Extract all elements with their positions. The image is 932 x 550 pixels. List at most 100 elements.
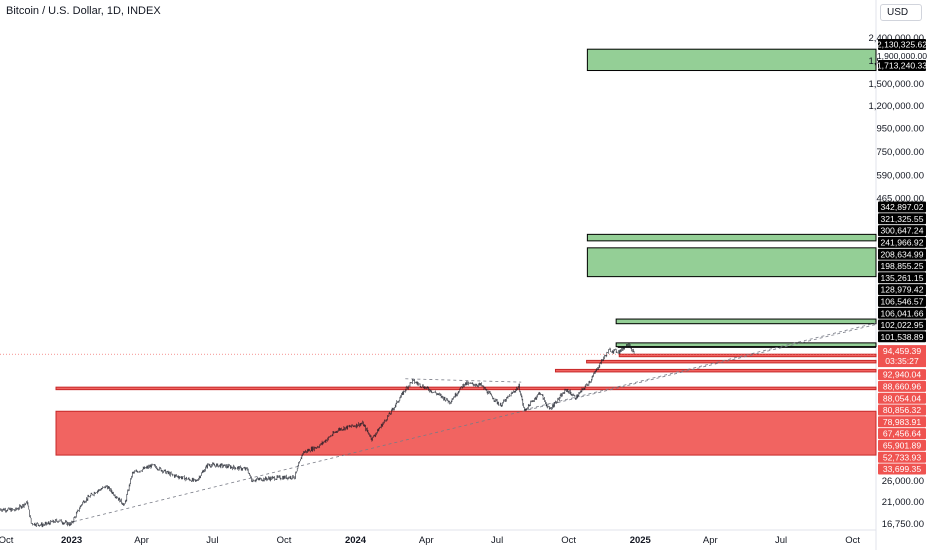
price-label-black-text: 2,130,325.62 [877, 40, 927, 50]
price-label-black-text: 102,022.95 [880, 320, 923, 330]
price-label-black: 102,022.95 [878, 319, 926, 331]
price-label-black-text: 106,041.66 [880, 308, 923, 318]
price-label-black-bg [878, 295, 926, 307]
price-label-black-bg [878, 284, 926, 296]
time-tick-label: Jul [775, 535, 787, 546]
price-label-black-bg [878, 201, 926, 213]
time-tick-label: Oct [277, 535, 292, 546]
price-label-column: 2,130,325.621,900,000.001,713,240.33 342,… [877, 39, 927, 475]
price-label-black-text: 198,855.25 [880, 261, 923, 271]
price-label-red: 78,983.91 [878, 416, 926, 428]
price-label-black: 128,979.42 [878, 284, 926, 296]
price-label-black: 241,966.92 [878, 236, 926, 248]
resistance-zone-4 [615, 342, 877, 348]
price-label-black-text: 1,713,240.33 [877, 61, 927, 71]
price-label-red-text: 88,660.96 [883, 382, 921, 392]
price-label-red-text: 78,983.91 [883, 417, 921, 427]
price-label-black: 198,855.25 [878, 260, 926, 272]
price-label-black-bg [878, 60, 926, 71]
price-tick-label: 21,000.00 [882, 497, 924, 508]
price-label-red-text: 33,699.35 [883, 464, 921, 474]
price-label-black: 106,041.66 [878, 307, 926, 319]
price-label-white-text: 1,900,000.00 [877, 51, 927, 61]
price-label-black: 342,897.02 [878, 201, 926, 213]
price-label-black-bg [878, 272, 926, 284]
price-label-black: 135,261.15 [878, 272, 926, 284]
price-label-red-bg [878, 369, 926, 381]
current-price-bg [878, 345, 926, 368]
price-label-black: 321,325.55 [878, 213, 926, 225]
price-label-red-bg [878, 463, 926, 475]
time-tick-label: Jul [491, 535, 503, 546]
price-label-red: 88,054.04 [878, 392, 926, 404]
resistance-zone-1 [586, 233, 877, 242]
time-tick-label: 2023 [61, 535, 82, 546]
price-label-black-text: 342,897.02 [880, 202, 923, 212]
time-tick-label: 2025 [630, 535, 652, 546]
price-label-red: 33,699.35 [878, 463, 926, 475]
price-label-black: 106,546.57 [878, 295, 926, 307]
time-tick-label: Apr [419, 535, 434, 546]
price-label-red-text: 92,940.04 [883, 370, 921, 380]
price-label-black: 1,713,240.33 [877, 60, 927, 71]
price-tick-label: 1,200,000.00 [869, 101, 924, 112]
price-label-black-text: 128,979.42 [880, 285, 923, 295]
current-price-value: 94,459.39 [883, 346, 921, 356]
price-label-red-bg [878, 380, 926, 392]
price-tick-label: 590,000.00 [876, 170, 924, 181]
support-zone-4 [55, 410, 877, 456]
price-tick-label: 750,000.00 [876, 147, 924, 158]
trendline-1 [405, 378, 522, 383]
support-zone-3 [55, 386, 877, 391]
time-tick-label: Oct [845, 535, 860, 546]
price-label-black-bg [878, 307, 926, 319]
price-label-red-text: 65,901.89 [883, 441, 921, 451]
chart-title: Bitcoin / U.S. Dollar, 1D, INDEX [6, 5, 161, 17]
price-label-black-bg [878, 260, 926, 272]
time-tick-label: Apr [703, 535, 718, 546]
price-label-red-bg [878, 416, 926, 428]
price-label-black-bg [878, 248, 926, 260]
price-label-red-text: 80,856.32 [883, 405, 921, 415]
price-label-black-bg [878, 236, 926, 248]
price-label-white-bg [878, 50, 926, 62]
price-tick-label: 16,750.00 [882, 519, 924, 530]
time-tick-label: 2024 [345, 535, 367, 546]
price-label-black: 101,538.89 [878, 331, 926, 343]
currency-button[interactable]: USD [880, 4, 922, 21]
time-tick-label: Jul [206, 535, 218, 546]
support-zone-2 [554, 368, 877, 373]
candle-series [0, 343, 635, 528]
time-tick-label: Apr [134, 535, 149, 546]
price-label-black-text: 321,325.55 [880, 214, 923, 224]
trendline-2 [524, 322, 877, 411]
price-label-white: 1,900,000.00 [877, 50, 927, 62]
price-label-black-bg [878, 319, 926, 331]
price-label-black: 2,130,325.62 [877, 39, 927, 50]
price-tick-label: 950,000.00 [876, 124, 924, 135]
price-label-red-bg [878, 392, 926, 404]
price-label-red: 80,856.32 [878, 404, 926, 416]
price-label-red-bg [878, 428, 926, 440]
price-label-red-text: 88,054.04 [883, 393, 921, 403]
price-label-red-bg [878, 439, 926, 451]
price-label-black-text: 135,261.15 [880, 273, 923, 283]
price-label-black-text: 101,538.89 [880, 332, 923, 342]
time-tick-label: Oct [561, 535, 576, 546]
price-label-black-bg [878, 39, 926, 50]
countdown-value: 03:35:27 [885, 356, 919, 366]
price-tick-label: 1,500,000.00 [869, 79, 924, 90]
price-tick-label: 465,000.00 [876, 194, 924, 205]
zone-layer [55, 48, 877, 456]
time-axis[interactable]: Oct 2023 Apr Jul Oct 2024 Apr Jul Oct 2025 Apr Jul O… [0, 535, 860, 546]
price-label-red: 52,733.93 [878, 451, 926, 463]
price-label-red: 92,940.04 [878, 369, 926, 381]
price-tick-label: 26,000.00 [882, 476, 924, 487]
price-label-red: 88,660.96 [878, 380, 926, 392]
price-label-red-bg [878, 451, 926, 463]
price-label-black-text: 241,966.92 [880, 238, 923, 248]
price-label-red-text: 52,733.93 [883, 452, 921, 462]
trendline-0 [62, 324, 877, 525]
